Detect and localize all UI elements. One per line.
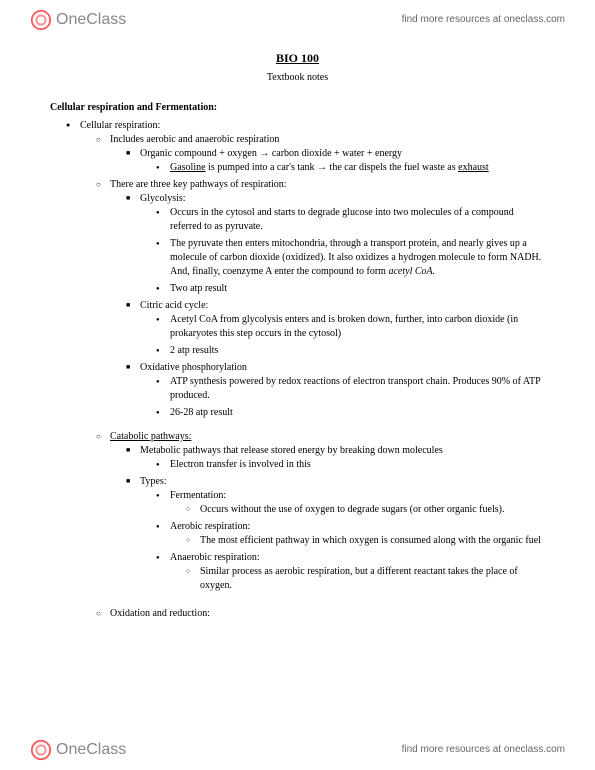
- text: Cellular respiration:: [80, 120, 160, 131]
- text: 26-28 atp result: [170, 407, 233, 418]
- text: The most efficient pathway in which oxyg…: [200, 535, 541, 546]
- logo-icon: [30, 739, 52, 761]
- text: Acetyl CoA from glycolysis enters and is…: [170, 314, 518, 339]
- list-item: Electron transfer is involved in this: [170, 458, 545, 472]
- doc-title: BIO 100: [50, 50, 545, 67]
- text: exhaust: [458, 162, 489, 173]
- list-item: Oxidation and reduction:: [110, 607, 545, 621]
- logo-icon: [30, 9, 52, 31]
- brand-text: OneClass: [56, 9, 126, 31]
- text: Similar process as aerobic respiration, …: [200, 566, 518, 591]
- text: Catabolic pathways:: [110, 431, 191, 442]
- list-item: 26-28 atp result: [170, 406, 545, 420]
- text: Two atp result: [170, 283, 227, 294]
- text: ATP synthesis powered by redox reactions…: [170, 376, 540, 401]
- list-item: 2 atp results: [170, 344, 545, 358]
- text: Includes aerobic and anaerobic respirati…: [110, 134, 279, 145]
- page-header: OneClass find more resources at oneclass…: [0, 0, 595, 40]
- text: Occurs in the cytosol and starts to degr…: [170, 207, 514, 232]
- list-item: Citric acid cycle: Acetyl CoA from glyco…: [140, 299, 545, 358]
- text: Types:: [140, 476, 167, 487]
- brand-text: OneClass: [56, 739, 126, 761]
- text: Oxidation and reduction:: [110, 608, 210, 619]
- text: Glycolysis:: [140, 193, 186, 204]
- list-item: Occurs without the use of oxygen to degr…: [200, 503, 545, 517]
- list-item: Anaerobic respiration: Similar process a…: [170, 551, 545, 593]
- text: is pumped into a car's tank → the car di…: [206, 162, 459, 173]
- text: Metabolic pathways that release stored e…: [140, 445, 443, 456]
- list-item: Two atp result: [170, 282, 545, 296]
- brand-logo: OneClass: [30, 9, 126, 31]
- text: Electron transfer is involved in this: [170, 459, 311, 470]
- text: acetyl CoA.: [388, 266, 435, 277]
- list-item: Similar process as aerobic respiration, …: [200, 565, 545, 593]
- list-item: The most efficient pathway in which oxyg…: [200, 534, 545, 548]
- text: Oxidative phosphorylation: [140, 362, 247, 373]
- list-item: There are three key pathways of respirat…: [110, 178, 545, 420]
- text: Citric acid cycle:: [140, 300, 208, 311]
- list-item: Oxidative phosphorylation ATP synthesis …: [140, 361, 545, 420]
- text: Gasoline: [170, 162, 206, 173]
- text: Organic compound + oxygen → carbon dioxi…: [140, 148, 402, 159]
- list-item: Organic compound + oxygen → carbon dioxi…: [140, 147, 545, 175]
- doc-subtitle: Textbook notes: [50, 71, 545, 85]
- text: Fermentation:: [170, 490, 226, 501]
- list-item: Occurs in the cytosol and starts to degr…: [170, 206, 545, 234]
- list-item: Includes aerobic and anaerobic respirati…: [110, 133, 545, 175]
- header-tagline: find more resources at oneclass.com: [402, 13, 565, 27]
- section-heading: Cellular respiration and Fermentation:: [50, 101, 545, 115]
- text: 2 atp results: [170, 345, 218, 356]
- text: Anaerobic respiration:: [170, 552, 260, 563]
- page-footer: OneClass find more resources at oneclass…: [0, 730, 595, 770]
- list-item: Gasoline is pumped into a car's tank → t…: [170, 161, 545, 175]
- footer-tagline: find more resources at oneclass.com: [402, 743, 565, 757]
- list-item: Glycolysis: Occurs in the cytosol and st…: [140, 192, 545, 296]
- list-item: Catabolic pathways: Metabolic pathways t…: [110, 430, 545, 593]
- text: The pyruvate then enters mitochondria, t…: [170, 238, 541, 277]
- list-item: Aerobic respiration: The most efficient …: [170, 520, 545, 548]
- list-item: Types: Fermentation: Occurs without the …: [140, 475, 545, 593]
- list-item: Cellular respiration: Includes aerobic a…: [80, 119, 545, 621]
- list-item: Acetyl CoA from glycolysis enters and is…: [170, 313, 545, 341]
- list-item: Metabolic pathways that release stored e…: [140, 444, 545, 472]
- text: Occurs without the use of oxygen to degr…: [200, 504, 504, 515]
- text: There are three key pathways of respirat…: [110, 179, 287, 190]
- brand-logo: OneClass: [30, 739, 126, 761]
- list-item: The pyruvate then enters mitochondria, t…: [170, 237, 545, 279]
- document-body: BIO 100 Textbook notes Cellular respirat…: [0, 40, 595, 674]
- text: Aerobic respiration:: [170, 521, 250, 532]
- list-item: Fermentation: Occurs without the use of …: [170, 489, 545, 517]
- list-item: ATP synthesis powered by redox reactions…: [170, 375, 545, 403]
